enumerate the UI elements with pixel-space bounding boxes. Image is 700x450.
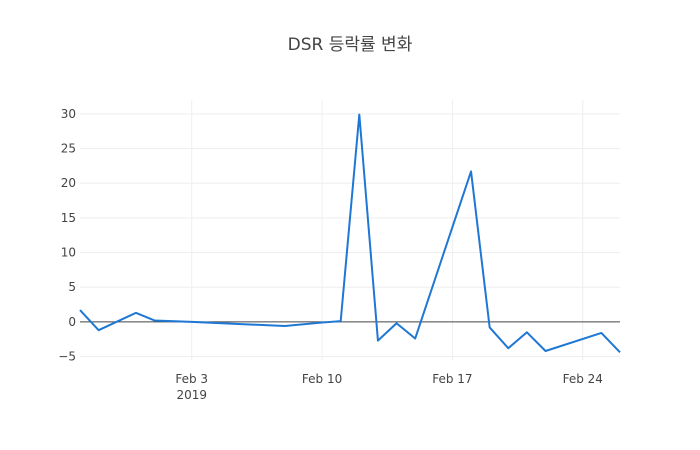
x-tick-label: Feb 17	[432, 372, 472, 386]
x-tick-label: Feb 24	[563, 372, 603, 386]
chart-title: DSR 등락률 변화	[288, 35, 413, 55]
x-axis-ticks: Feb 3 2019 Feb 10 Feb 17 Feb 24	[175, 372, 603, 402]
y-axis-ticks: 30 25 20 15 10 5 0 −5	[58, 107, 76, 364]
y-tick-label: 30	[61, 107, 76, 121]
x-tick-year-label: 2019	[176, 388, 207, 402]
y-tick-label: 0	[68, 315, 76, 329]
y-tick-label: 25	[61, 142, 76, 156]
y-tick-label: 10	[61, 246, 76, 260]
y-tick-label: −5	[58, 350, 76, 364]
x-tick-label: Feb 3	[175, 372, 208, 386]
series-line	[79, 113, 621, 354]
y-tick-label: 5	[68, 280, 76, 294]
series-layer	[79, 113, 621, 354]
x-tick-label: Feb 10	[302, 372, 342, 386]
y-tick-label: 20	[61, 176, 76, 190]
y-tick-label: 15	[61, 211, 76, 225]
